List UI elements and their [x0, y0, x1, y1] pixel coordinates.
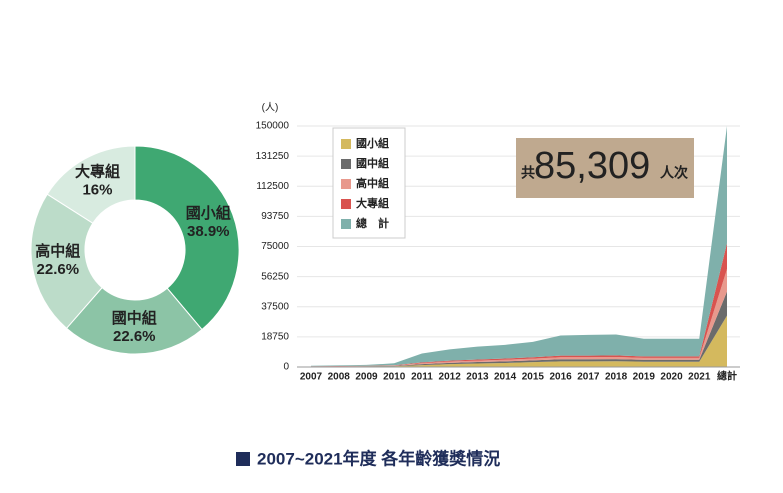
donut-slice [65, 286, 203, 355]
x-tick-label: 總計 [717, 370, 737, 383]
slice-label: 國小組 [186, 204, 231, 222]
y-tick-label: 37500 [261, 301, 289, 312]
annotation-suffix: 人次 [660, 165, 688, 181]
x-tick-label: 2008 [328, 372, 351, 383]
legend-swatch [341, 219, 351, 229]
annotation-box [516, 138, 694, 198]
slice-label: 國中組 [112, 309, 157, 327]
legend-label: 高中組 [356, 176, 389, 190]
slice-label: 高中組 [35, 242, 80, 260]
donut-slice [46, 145, 136, 224]
slice-value: 22.6% [113, 328, 156, 345]
area-series [311, 126, 727, 367]
donut-slice [30, 193, 103, 329]
x-tick-label: 2020 [660, 372, 683, 383]
area-series [311, 315, 727, 367]
y-tick-label: 93750 [261, 211, 289, 222]
legend-label: 總 計 [356, 216, 389, 230]
legend-label: 國小組 [356, 136, 389, 150]
y-tick-label: 150000 [256, 121, 290, 132]
x-tick-label: 2019 [633, 372, 656, 383]
legend-swatch [341, 159, 351, 169]
slice-value: 38.9% [187, 223, 230, 240]
x-tick-label: 2009 [355, 372, 378, 383]
annotation-value: 85,309 [534, 145, 650, 187]
legend-label: 國中組 [356, 156, 389, 170]
x-tick-label: 2010 [383, 372, 406, 383]
slice-value: 22.6% [37, 261, 80, 278]
donut-slice [134, 145, 240, 331]
x-tick-label: 2014 [494, 372, 517, 383]
y-tick-label: 0 [283, 362, 289, 373]
x-tick-label: 2012 [439, 372, 462, 383]
area-chart: (人) 0 18750 37500 56250 75000 93750 112500 13125… [256, 102, 740, 383]
legend-swatch [341, 179, 351, 189]
x-tick-label: 2021 [688, 372, 711, 383]
slice-value: 16% [82, 182, 112, 199]
y-tick-label: 131250 [256, 151, 290, 162]
x-tick-label: 2015 [522, 372, 545, 383]
x-tick-label: 2017 [577, 372, 600, 383]
caption-marker [236, 452, 250, 466]
x-tick-label: 2013 [466, 372, 489, 383]
y-tick-label: 56250 [261, 271, 289, 282]
legend-label: 大專組 [356, 196, 389, 210]
y-tick-label: 112500 [256, 181, 289, 192]
y-tick-label: 75000 [261, 241, 289, 252]
caption: 2007~2021年度 各年齡獲獎情況 [257, 448, 500, 468]
x-tick-label: 2016 [549, 372, 572, 383]
slice-label: 大專組 [75, 163, 120, 181]
annotation-prefix: 共 [521, 165, 535, 181]
legend-swatch [341, 199, 351, 209]
y-axis-label: (人) [262, 102, 279, 114]
x-tick-label: 2011 [411, 372, 433, 383]
legend-swatch [341, 139, 351, 149]
x-tick-label: 2018 [605, 372, 628, 383]
x-tick-label: 2007 [300, 372, 323, 383]
y-tick-label: 18750 [261, 332, 289, 343]
